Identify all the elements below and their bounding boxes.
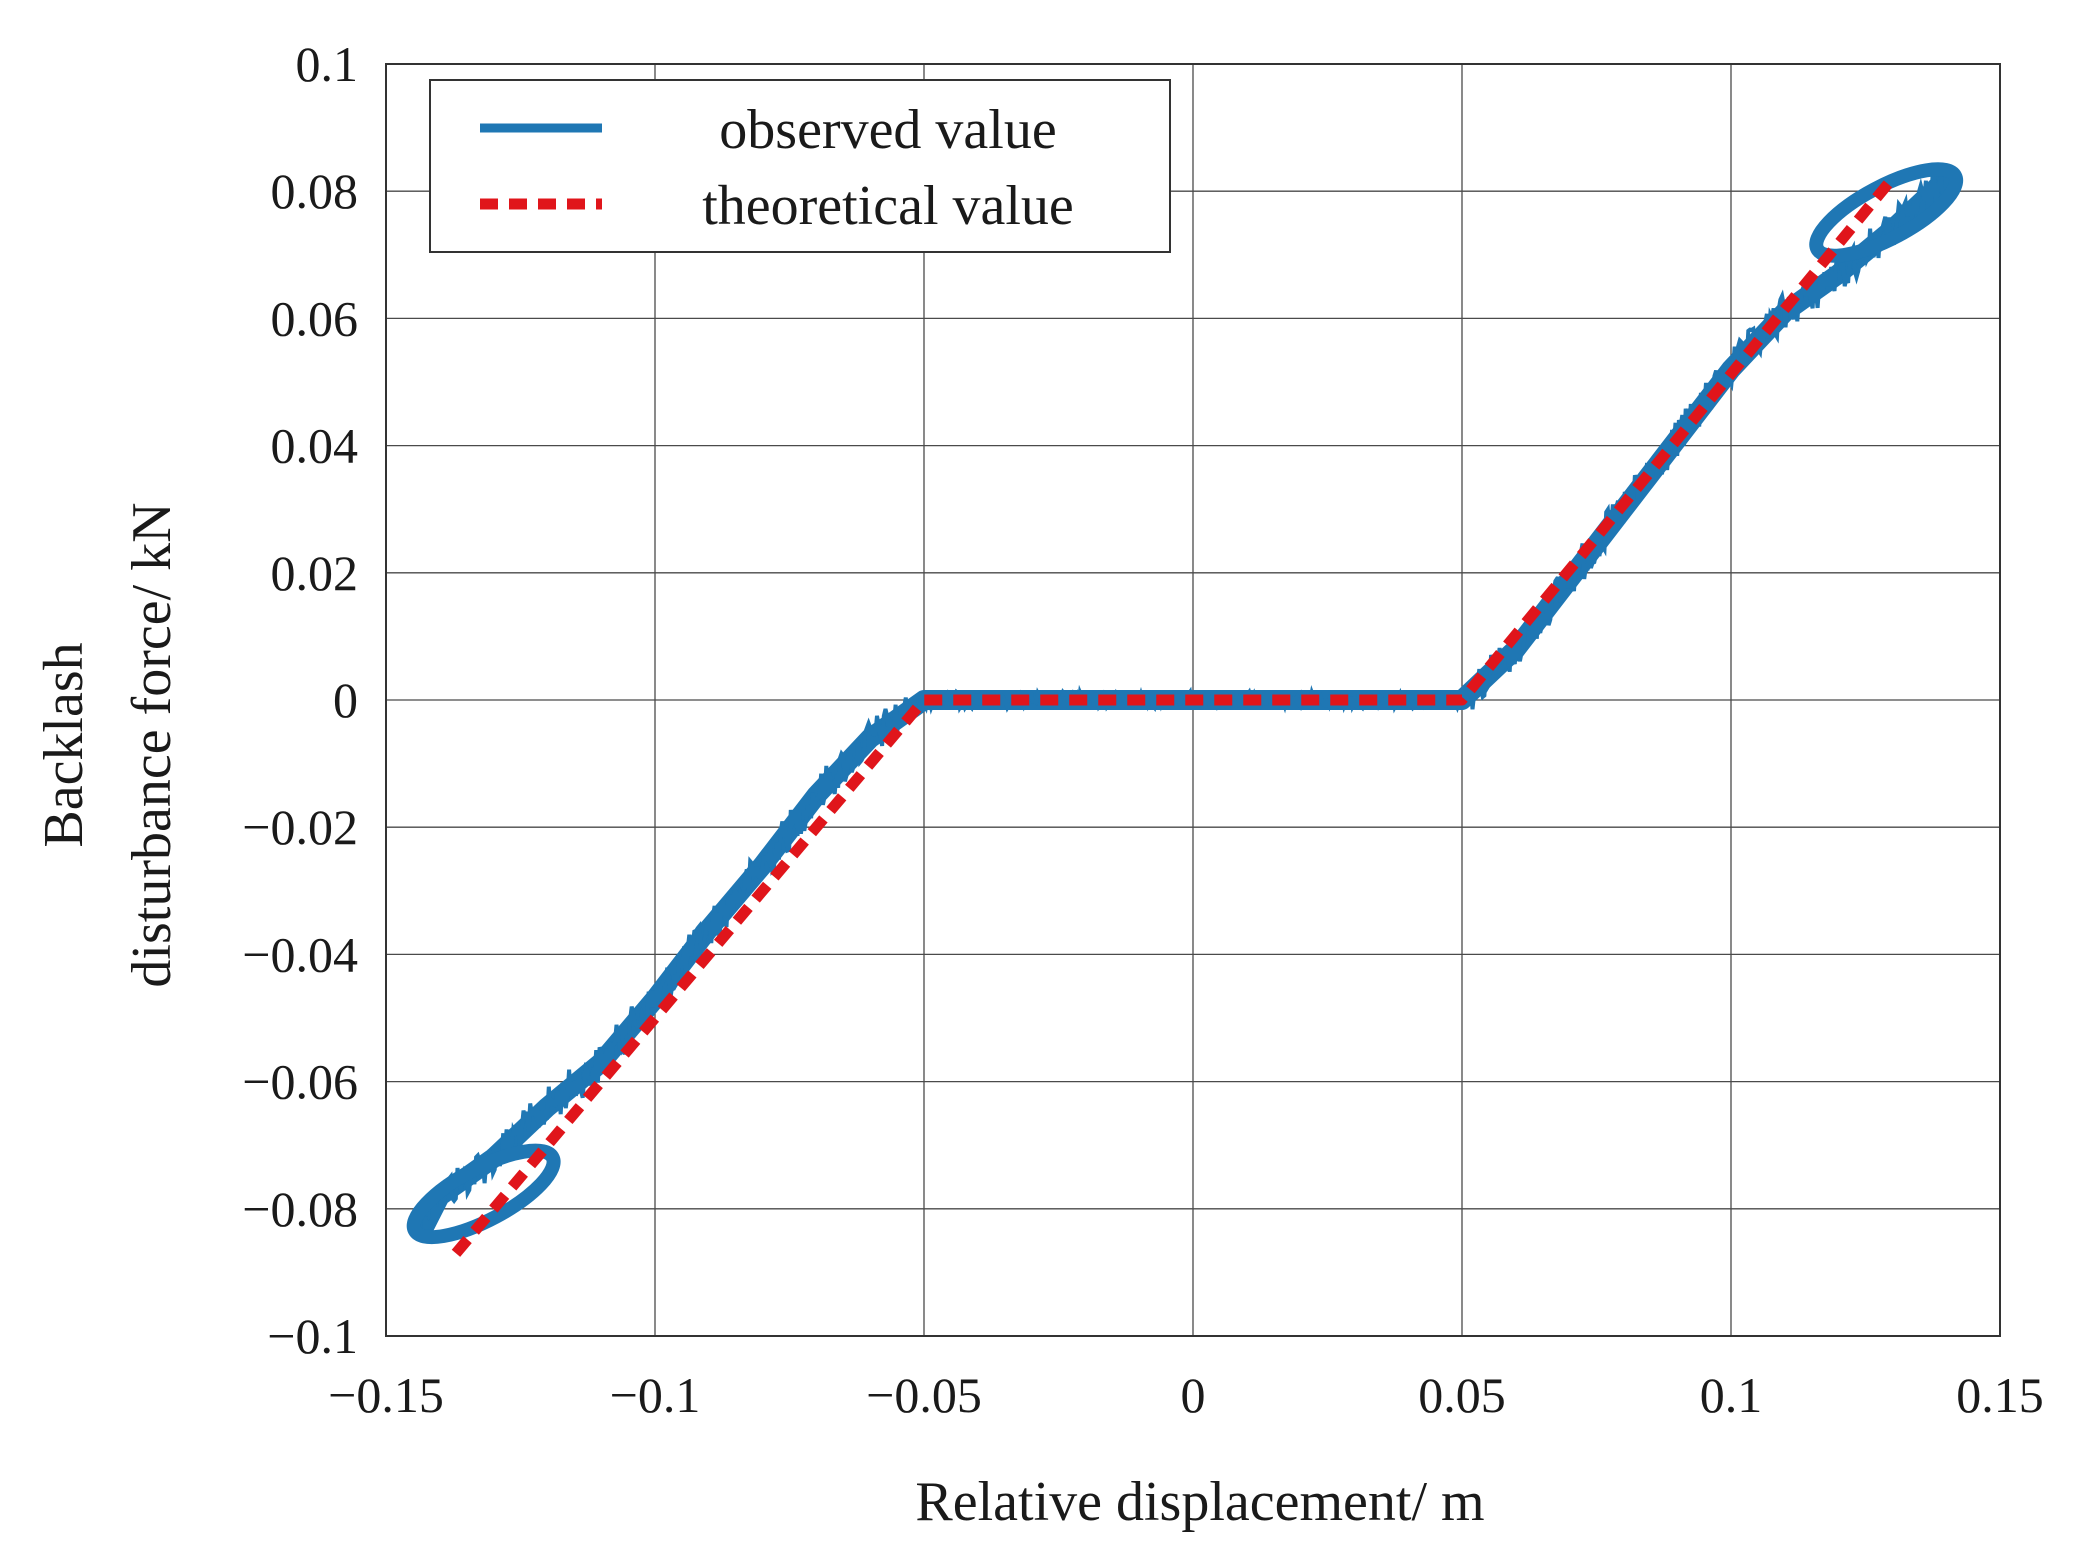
y-tick-label: −0.08	[242, 1181, 358, 1237]
x-tick-label: 0.15	[1956, 1367, 2044, 1423]
y-tick-label: 0.04	[271, 418, 359, 474]
x-axis-ticks: −0.15 −0.1 −0.05 0 0.05 0.1 0.15	[328, 1367, 2044, 1423]
y-axis-label-line2: disturbance force/ kN	[121, 502, 183, 987]
plot-frame	[385, 63, 2001, 1337]
y-tick-label: −0.1	[267, 1308, 358, 1364]
y-tick-label: 0	[333, 672, 358, 728]
x-tick-label: 0	[1181, 1367, 1206, 1423]
y-tick-label: −0.02	[242, 799, 358, 855]
y-tick-label: 0.08	[271, 163, 359, 219]
x-tick-label: −0.05	[866, 1367, 982, 1423]
observed-loop-right	[1809, 162, 1964, 263]
y-tick-label: 0.02	[271, 545, 359, 601]
legend-theoretical-label: theoretical value	[702, 175, 1074, 237]
legend: observed value theoretical value	[429, 79, 1171, 253]
y-tick-label: −0.04	[242, 926, 358, 982]
x-tick-label: 0.1	[1700, 1367, 1763, 1423]
y-tick-label: 0.1	[296, 36, 359, 92]
y-axis-ticks: −0.1 −0.08 −0.06 −0.04 −0.02 0 0.02 0.04 0.06 0.0…	[242, 36, 358, 1364]
x-tick-label: −0.1	[610, 1367, 701, 1423]
x-tick-label: 0.05	[1418, 1367, 1506, 1423]
observed-loop-left	[406, 1143, 561, 1245]
theoretical-series	[451, 174, 1897, 1257]
x-axis-label: Relative displacement/ m	[915, 1471, 1484, 1533]
theoretical-line	[451, 174, 1897, 1257]
legend-observed-label: observed value	[719, 99, 1056, 161]
observed-noise	[421, 169, 1949, 1239]
y-tick-label: −0.06	[242, 1054, 358, 1110]
legend-box	[429, 79, 1171, 253]
y-axis-label-line1: Backlash	[33, 642, 95, 847]
x-tick-label: −0.15	[328, 1367, 444, 1423]
y-tick-label: 0.06	[271, 290, 359, 346]
